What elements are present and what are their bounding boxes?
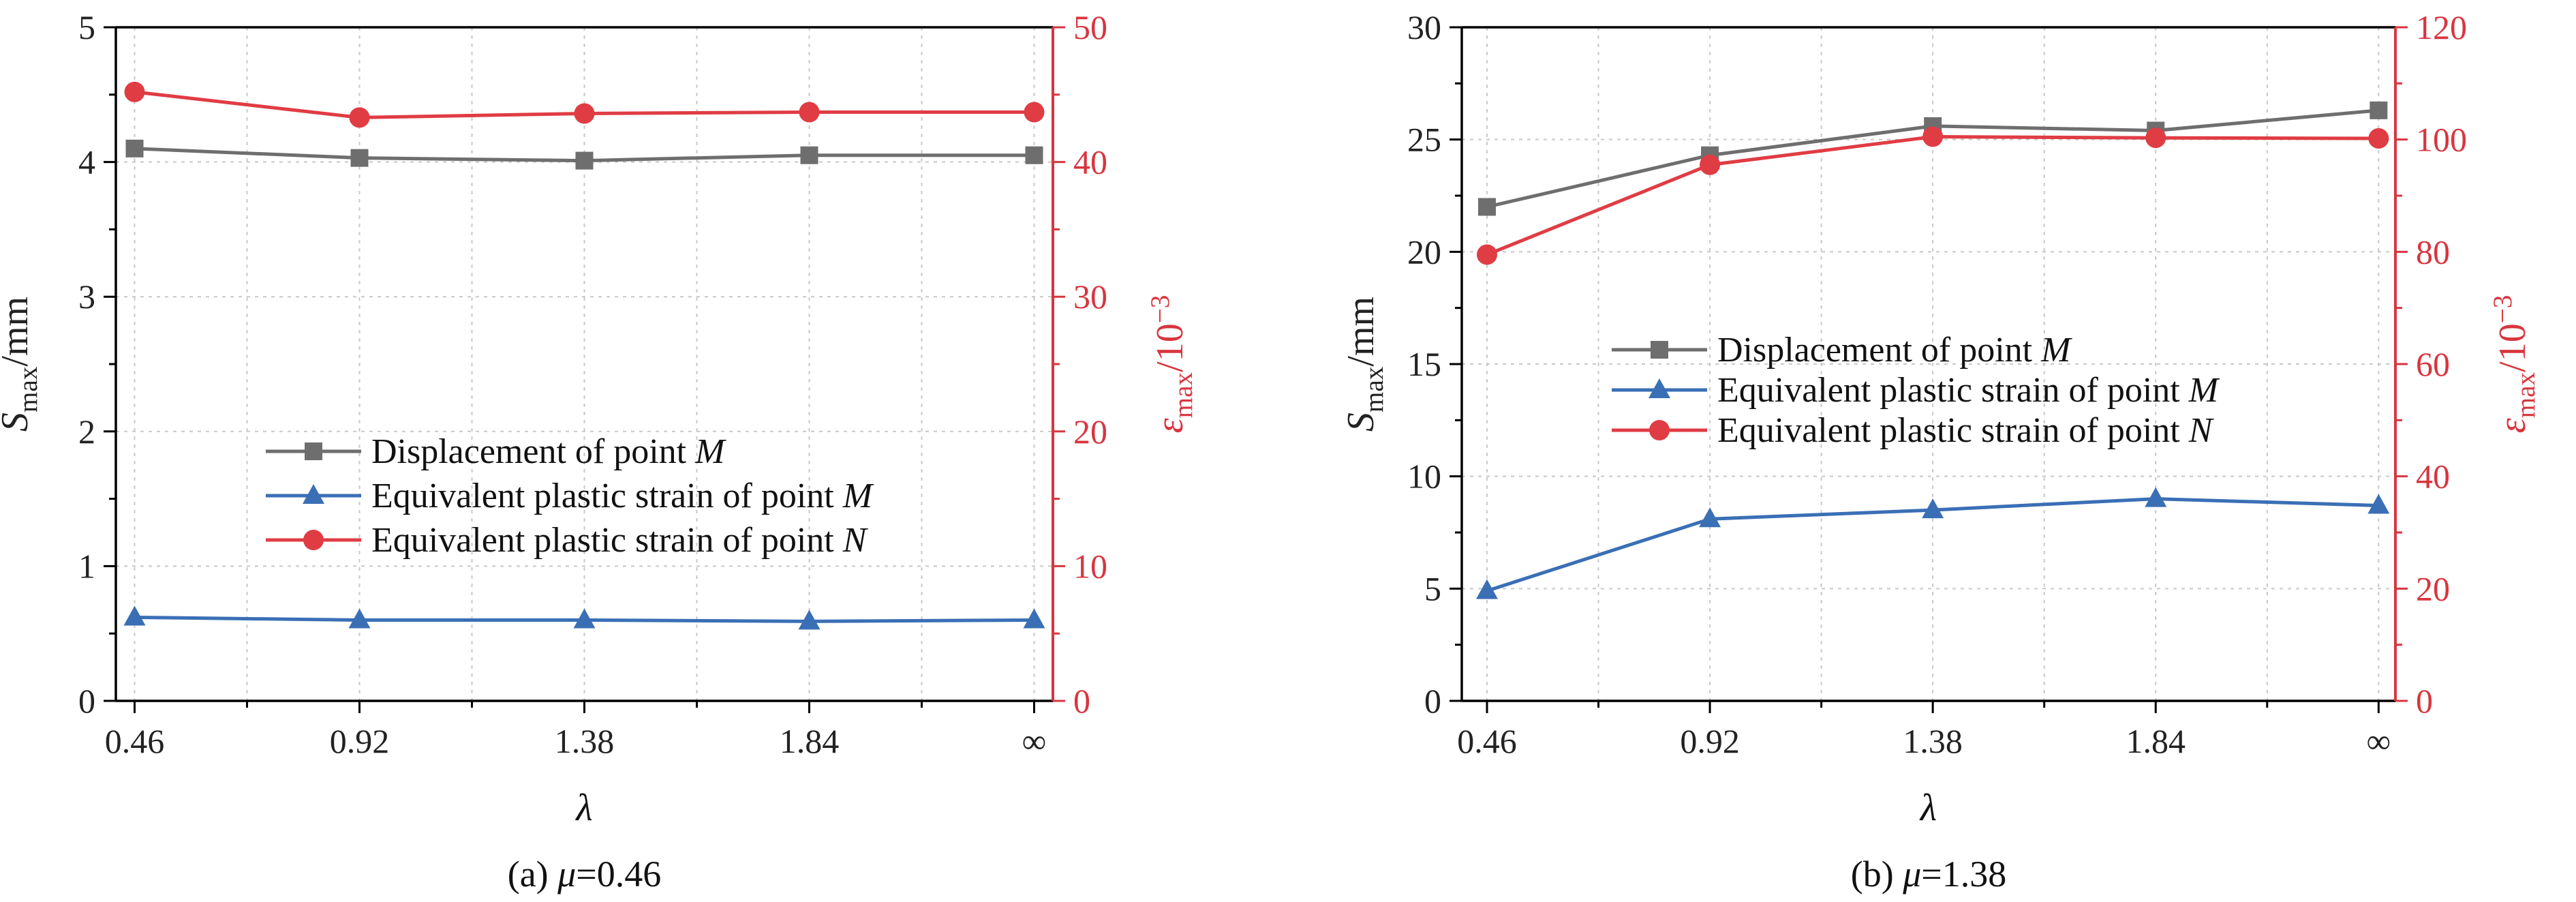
series-2: [1476, 126, 2389, 265]
y-right-tick-label: 120: [2416, 8, 2467, 46]
y-left-tick-label: 4: [78, 143, 95, 181]
y-right-tick-label: 100: [2416, 121, 2467, 159]
data-point: [350, 149, 369, 167]
data-point: [573, 608, 596, 629]
data-point: [123, 605, 146, 626]
y-right-tick-label: 80: [2416, 232, 2450, 271]
data-point: [1024, 102, 1045, 123]
panel-caption: (b) μ=1.38: [1851, 854, 2007, 895]
y-right-tick-label: 50: [1073, 8, 1107, 46]
data-point: [1477, 198, 1496, 216]
legend-marker: [1649, 420, 1670, 440]
data-point: [1023, 608, 1045, 629]
data-point: [1922, 126, 1944, 147]
x-tick-label: ∞: [2367, 722, 2391, 760]
y-left-tick-label: 3: [78, 277, 95, 316]
data-point: [349, 107, 370, 128]
legend-marker: [303, 530, 324, 550]
data-point: [798, 610, 821, 630]
data-point: [1476, 244, 1497, 265]
data-point: [2145, 127, 2166, 149]
data-point: [1700, 154, 1721, 175]
x-tick-label: 1.38: [1903, 722, 1963, 760]
panel-caption: (a) μ=0.46: [508, 854, 662, 895]
series-line: [1486, 135, 2379, 256]
legend-entry: Equivalent plastic strain of point M: [371, 477, 874, 515]
grid: [116, 27, 1053, 701]
data-point: [1475, 579, 1498, 599]
data-point: [1025, 146, 1043, 164]
chart-panel-0: 0.460.921.381.84∞01234501020304050λSmax/…: [0, 8, 1198, 895]
series-1: [1475, 487, 2390, 599]
legend: Displacement of point M Equivalent plasti…: [266, 432, 874, 560]
x-axis-title: λ: [1919, 787, 1937, 829]
y-left-axis-title: Smax/mm: [0, 297, 43, 432]
y-right-tick-label: 10: [1073, 547, 1107, 585]
y-right-tick-label: 40: [1073, 143, 1107, 181]
y-left-tick-label: 10: [1407, 457, 1441, 496]
y-left-axis-title: Smax/mm: [1340, 297, 1389, 432]
y-left-tick-label: 15: [1407, 345, 1441, 383]
series-1: [123, 605, 1045, 630]
y-right-tick-label: 20: [2416, 569, 2450, 607]
legend-entry: Displacement of point M: [371, 432, 726, 471]
x-axis-title: λ: [574, 787, 592, 829]
y-right-tick-label: 30: [1073, 277, 1107, 316]
data-point: [125, 139, 144, 157]
data-point: [2368, 128, 2389, 149]
y-right-tick-label: 20: [1073, 412, 1107, 451]
legend-entry: Equivalent plastic strain of point N: [1717, 411, 2215, 450]
x-tick-label: 0.92: [330, 722, 390, 760]
data-point: [2367, 494, 2390, 514]
data-point: [348, 608, 371, 629]
data-point: [575, 151, 594, 170]
data-point: [1699, 507, 1721, 528]
y-right-axis-title: εmax/10−3: [2488, 295, 2541, 434]
y-left-tick-label: 5: [1424, 569, 1441, 607]
y-left-tick-label: 0: [78, 682, 95, 720]
y-left-tick-label: 20: [1407, 232, 1441, 271]
y-right-tick-label: 60: [2416, 345, 2450, 383]
data-point: [799, 102, 820, 123]
y-right-axis-title: εmax/10−3: [1146, 295, 1198, 434]
y-right-tick-label: 40: [2416, 457, 2450, 496]
data-point: [124, 81, 145, 102]
x-tick-label: 1.84: [780, 722, 840, 760]
y-left-tick-label: 25: [1407, 121, 1441, 159]
y-left-tick-label: 0: [1424, 682, 1441, 720]
y-left-tick-label: 1: [78, 547, 95, 585]
y-left-tick-label: 30: [1407, 8, 1441, 46]
x-tick-label: 1.84: [2126, 722, 2186, 760]
y-left-tick-label: 5: [78, 8, 95, 46]
legend-entry: Displacement of point M: [1717, 331, 2072, 370]
series-2: [124, 81, 1045, 128]
y-right-tick-label: 0: [2416, 682, 2433, 720]
legend-entry: Equivalent plastic strain of point M: [1717, 371, 2220, 410]
legend-marker: [303, 484, 324, 504]
x-tick-label: 0.92: [1680, 722, 1740, 760]
data-point: [1922, 498, 1944, 519]
series-0: [125, 139, 1043, 170]
data-point: [574, 103, 595, 124]
chart-panel-1: 0.46 0.92 1.38 1.84 ∞ 0 5 10 15 20 25 30 0 20 40 60 80 10…: [1340, 8, 2541, 895]
data-point: [800, 146, 818, 164]
y-right-tick-label: 0: [1073, 682, 1090, 720]
data-point: [2145, 487, 2167, 507]
legend-entry: Equivalent plastic strain of point N: [371, 521, 869, 560]
y-left-tick-label: 2: [78, 412, 95, 451]
data-point: [2370, 101, 2388, 119]
x-tick-label: 0.46: [105, 722, 165, 760]
x-tick-label: 0.46: [1457, 722, 1517, 760]
legend-marker: [1651, 341, 1668, 359]
x-tick-label: 1.38: [555, 722, 615, 760]
legend-marker: [305, 442, 322, 460]
legend-marker: [1649, 378, 1670, 398]
x-tick-label: ∞: [1022, 722, 1047, 760]
